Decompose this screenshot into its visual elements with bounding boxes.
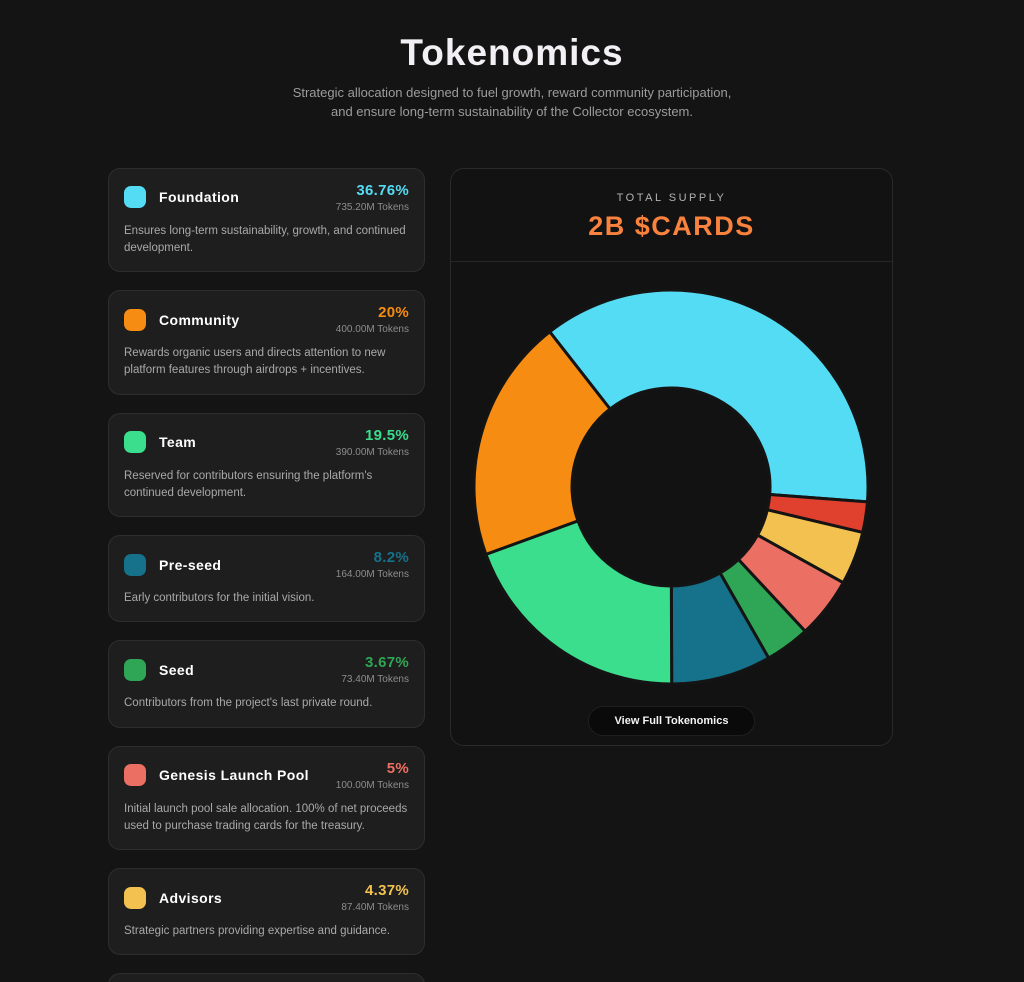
allocation-card-header: Community 20% 400.00M Tokens	[124, 304, 409, 335]
total-supply-value: 2B $CARDS	[588, 210, 755, 241]
allocation-stats: 3.67% 73.40M Tokens	[341, 654, 409, 685]
allocation-stats: 5% 100.00M Tokens	[336, 760, 409, 791]
allocation-name: Foundation	[159, 189, 240, 206]
donut-segment-team[interactable]	[484, 519, 674, 686]
allocation-card-team: Team 19.5% 390.00M Tokens Reserved for cont…	[108, 412, 425, 518]
allocation-card-advisors: Advisors 4.37% 87.40M Tokens Strategic part…	[108, 868, 425, 956]
allocation-token-amount: 400.00M Tokens	[335, 324, 409, 336]
supply-panel: TOTAL SUPPLY 2B $CARDS View Full Tokenom…	[450, 167, 893, 746]
allocation-token-amount: 87.40M Tokens	[341, 902, 409, 914]
allocation-card-pre-seed: Pre-seed 8.2% 164.00M Tokens Early contribu…	[108, 535, 425, 623]
allocation-token-amount: 164.00M Tokens	[335, 569, 409, 581]
color-swatch-team	[124, 431, 146, 454]
allocation-name: Genesis Launch Pool	[159, 767, 309, 784]
content-area: Foundation 36.76% 735.20M Tokens Ensures lo…	[108, 167, 1024, 982]
allocation-description: Reserved for contributors ensuring the p…	[124, 469, 373, 499]
allocation-stats: 4.37% 87.40M Tokens	[341, 882, 409, 913]
allocation-card-onchain-liquidity: Onchain Liquidity2.5%50.00M TokensProvis…	[108, 973, 425, 982]
allocation-token-amount: 100.00M Tokens	[335, 779, 409, 791]
color-swatch-advisors	[124, 886, 146, 909]
allocation-percent: 5%	[386, 759, 409, 777]
tokenomics-donut-chart	[472, 288, 870, 686]
allocation-description: Ensures long-term sustainability, growth…	[124, 224, 406, 254]
allocation-card-header: Genesis Launch Pool 5% 100.00M Tokens	[124, 760, 409, 791]
allocation-stats: 19.5% 390.00M Tokens	[336, 427, 409, 458]
allocation-stats: 20% 400.00M Tokens	[336, 304, 409, 335]
allocation-percent: 8.2%	[373, 549, 409, 567]
allocation-name: Pre-seed	[159, 556, 222, 573]
allocation-list: Foundation 36.76% 735.20M Tokens Ensures lo…	[108, 167, 425, 982]
allocation-token-amount: 390.00M Tokens	[335, 446, 409, 458]
donut-segment-community[interactable]	[472, 329, 612, 556]
color-swatch-foundation	[124, 186, 146, 209]
allocation-card-header: Foundation 36.76% 735.20M Tokens	[124, 182, 409, 213]
color-swatch-pre-seed	[124, 553, 146, 576]
allocation-card-header: Advisors 4.37% 87.40M Tokens	[124, 882, 409, 913]
allocation-card-genesis-launch-pool: Genesis Launch Pool 5% 100.00M Tokens Initi…	[108, 745, 425, 851]
allocation-description: Strategic partners providing expertise a…	[124, 925, 390, 938]
allocation-description: Initial launch pool sale allocation. 100…	[124, 802, 408, 832]
view-full-tokenomics-button[interactable]: View Full Tokenomics	[587, 705, 756, 736]
allocation-name: Community	[159, 311, 240, 328]
donut-segment-foundation[interactable]	[548, 288, 870, 504]
allocation-card-foundation: Foundation 36.76% 735.20M Tokens Ensures lo…	[108, 167, 425, 273]
allocation-percent: 20%	[378, 304, 409, 322]
allocation-card-community: Community 20% 400.00M Tokens Rewards organi…	[108, 290, 425, 395]
allocation-token-amount: 735.20M Tokens	[335, 201, 409, 213]
page-subtitle: Strategic allocation designed to fuel gr…	[0, 84, 1024, 122]
allocation-card-header: Pre-seed 8.2% 164.00M Tokens	[124, 549, 409, 580]
allocation-name: Advisors	[159, 889, 223, 906]
allocation-percent: 3.67%	[364, 654, 409, 672]
page-subtitle-line1: Strategic allocation designed to fuel gr…	[292, 85, 732, 100]
color-swatch-community	[124, 308, 146, 331]
allocation-name: Seed	[159, 661, 195, 678]
allocation-percent: 36.76%	[356, 181, 409, 199]
allocation-description: Rewards organic users and directs attent…	[124, 347, 386, 377]
allocation-card-seed: Seed 3.67% 73.40M Tokens Contributors from …	[108, 640, 425, 728]
allocation-stats: 36.76% 735.20M Tokens	[336, 182, 409, 213]
allocation-stats: 8.2% 164.00M Tokens	[336, 549, 409, 580]
allocation-card-header: Seed 3.67% 73.40M Tokens	[124, 654, 409, 685]
color-swatch-seed	[124, 658, 146, 681]
supply-panel-header: TOTAL SUPPLY 2B $CARDS	[451, 169, 892, 262]
page-title: Tokenomics	[400, 32, 624, 73]
total-supply-label: TOTAL SUPPLY	[616, 191, 727, 204]
color-swatch-genesis-launch-pool	[124, 764, 146, 787]
page-subtitle-line2: and ensure long-term sustainability of t…	[330, 103, 693, 119]
allocation-card-header: Team 19.5% 390.00M Tokens	[124, 427, 409, 458]
allocation-name: Team	[159, 434, 197, 451]
allocation-percent: 4.37%	[364, 882, 409, 900]
allocation-description: Early contributors for the initial visio…	[124, 592, 315, 605]
allocation-description: Contributors from the project's last pri…	[124, 697, 373, 710]
allocation-token-amount: 73.40M Tokens	[341, 674, 409, 686]
allocation-percent: 19.5%	[364, 426, 409, 444]
